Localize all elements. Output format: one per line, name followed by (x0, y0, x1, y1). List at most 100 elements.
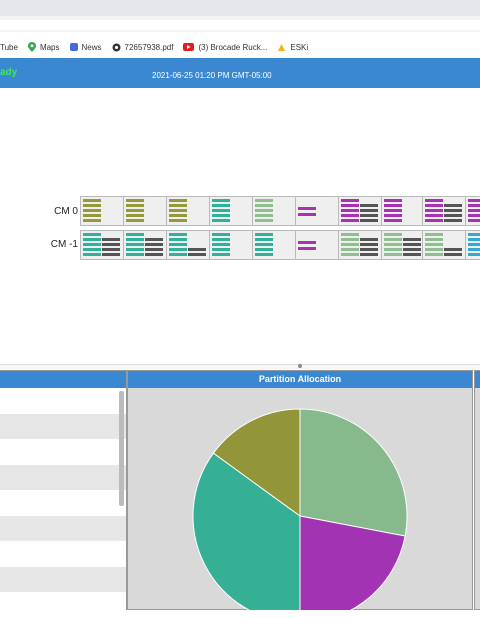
port-bar (468, 199, 480, 202)
port-bar (83, 248, 101, 251)
port-bar (212, 219, 230, 222)
list-row[interactable] (0, 490, 126, 516)
bookmark-brocade[interactable]: (3) Brocade Ruck... (183, 43, 267, 52)
port-bar (403, 253, 421, 256)
module-bay[interactable] (422, 196, 466, 226)
port-bar (255, 243, 273, 246)
youtube-icon (183, 43, 195, 51)
module-bay[interactable] (166, 230, 210, 260)
port-bar (102, 238, 120, 241)
port-bar (360, 214, 378, 217)
port-bar (468, 253, 480, 256)
module-bay[interactable] (338, 230, 382, 260)
port-bar (444, 204, 462, 207)
port-bar (102, 243, 120, 246)
eski-icon (278, 43, 286, 51)
port-bar (102, 253, 120, 256)
splitter-handle[interactable] (298, 364, 302, 368)
port-bar (212, 238, 230, 241)
pie-slice-0[interactable] (299, 408, 408, 537)
module-bay[interactable] (338, 196, 382, 226)
pane-splitter[interactable] (0, 364, 480, 370)
list-row[interactable] (0, 592, 126, 618)
port-bar (444, 219, 462, 222)
port-bar (169, 209, 187, 212)
port-bar (403, 248, 421, 251)
bookmark-label: Tube (0, 42, 18, 52)
module-bay[interactable] (295, 230, 339, 260)
port-bar (444, 253, 462, 256)
port-bar (341, 214, 359, 217)
address-field[interactable] (0, 20, 480, 30)
module-bay[interactable] (465, 196, 480, 226)
list-row[interactable] (0, 541, 126, 567)
port-bar (468, 219, 480, 222)
list-row[interactable] (0, 515, 126, 541)
module-bay[interactable] (209, 196, 253, 226)
cm0-label: CM 0 (54, 206, 78, 217)
list-row[interactable] (0, 566, 126, 592)
list-row[interactable] (0, 388, 126, 414)
news-icon (69, 43, 78, 51)
bookmark-pdf[interactable]: 72657938.pdf (112, 43, 173, 52)
module-bay[interactable] (422, 230, 466, 260)
port-bar (341, 243, 359, 246)
module-bay[interactable] (123, 196, 167, 226)
port-bar (83, 199, 101, 202)
right-panel (474, 370, 480, 610)
module-bay[interactable] (166, 196, 210, 226)
bookmark-eski[interactable]: ESKi (277, 43, 308, 52)
port-bar (444, 209, 462, 212)
port-bar (145, 243, 163, 246)
port-bar (425, 233, 443, 236)
bookmark-youtube[interactable]: Tube (0, 43, 18, 52)
port-bar (425, 214, 443, 217)
port-bar (298, 207, 316, 210)
bookmark-label: ESKi (290, 42, 309, 52)
module-bay[interactable] (381, 196, 423, 226)
timestamp: 2021-06-25 01:20 PM GMT-05:00 (152, 71, 272, 80)
port-bar (384, 243, 402, 246)
module-bay[interactable] (80, 196, 124, 226)
port-bar (384, 248, 402, 251)
pie-slice-1[interactable] (299, 515, 406, 610)
port-bar (212, 253, 230, 256)
list-row[interactable] (0, 439, 126, 465)
bookmark-maps[interactable]: Maps (27, 42, 60, 52)
module-bay[interactable] (123, 230, 167, 260)
pie-slice-3[interactable] (212, 408, 301, 517)
port-bar (255, 248, 273, 251)
scrollbar[interactable] (119, 391, 124, 506)
list-row[interactable] (0, 413, 126, 439)
port-bar (384, 238, 402, 241)
module-bay[interactable] (465, 230, 480, 260)
module-bay[interactable] (209, 230, 253, 260)
port-bar (255, 219, 273, 222)
port-bar (169, 243, 187, 246)
module-bay[interactable] (80, 230, 124, 260)
bookmark-news[interactable]: News (69, 43, 102, 52)
port-bar (126, 253, 144, 256)
port-bar (468, 248, 480, 251)
port-bar (360, 238, 378, 241)
module-bay[interactable] (252, 230, 296, 260)
port-bar (360, 248, 378, 251)
module-bay[interactable] (381, 230, 423, 260)
port-bar (425, 199, 443, 202)
port-bar (360, 204, 378, 207)
port-bar (83, 209, 101, 212)
port-bar (425, 204, 443, 207)
module-bay[interactable] (252, 196, 296, 226)
address-bar[interactable] (0, 16, 480, 32)
port-bar (126, 233, 144, 236)
port-bar (212, 214, 230, 217)
pie-slice-2[interactable] (192, 452, 301, 610)
module-bay[interactable] (295, 196, 339, 226)
port-bar (169, 253, 187, 256)
port-bar (444, 248, 462, 251)
list-row[interactable] (0, 464, 126, 490)
port-bar (341, 233, 359, 236)
port-bar (212, 199, 230, 202)
port-bar (255, 238, 273, 241)
port-bar (384, 204, 402, 207)
